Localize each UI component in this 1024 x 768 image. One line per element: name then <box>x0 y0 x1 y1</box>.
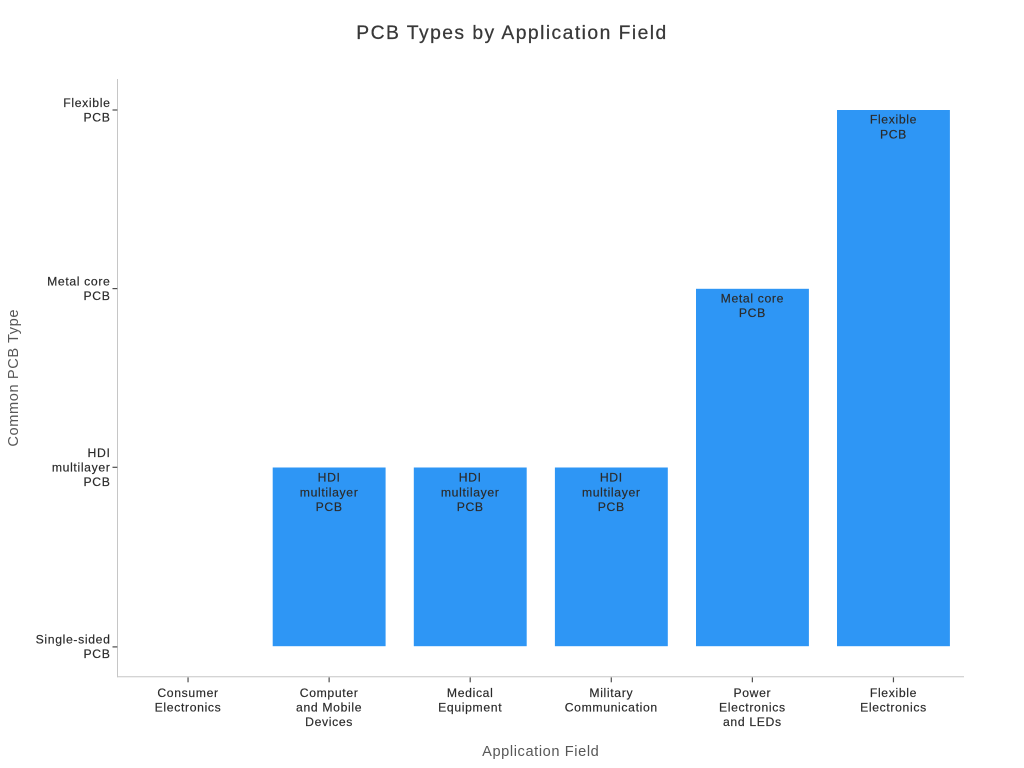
svg-text:PCB: PCB <box>83 289 110 303</box>
svg-text:PCB: PCB <box>83 475 110 489</box>
svg-text:Communication: Communication <box>565 700 658 714</box>
svg-text:Application Field: Application Field <box>482 744 599 760</box>
svg-text:Consumer: Consumer <box>157 686 218 700</box>
svg-text:Military: Military <box>589 686 633 700</box>
svg-text:Metal core: Metal core <box>47 274 110 288</box>
svg-text:Electronics: Electronics <box>719 700 786 714</box>
svg-text:Metal core: Metal core <box>721 291 784 305</box>
svg-text:and Mobile: and Mobile <box>296 700 362 714</box>
svg-text:Power: Power <box>733 686 771 700</box>
svg-text:PCB: PCB <box>83 647 110 661</box>
svg-text:PCB: PCB <box>739 306 766 320</box>
svg-text:PCB: PCB <box>880 127 907 141</box>
svg-text:PCB Types by Application Field: PCB Types by Application Field <box>356 23 667 44</box>
svg-text:HDI: HDI <box>88 446 111 460</box>
svg-text:Electronics: Electronics <box>860 700 927 714</box>
svg-text:HDI: HDI <box>459 471 482 485</box>
svg-text:PCB: PCB <box>598 500 625 514</box>
svg-text:Devices: Devices <box>305 715 353 729</box>
svg-text:Electronics: Electronics <box>155 700 222 714</box>
svg-text:Common PCB Type: Common PCB Type <box>6 309 22 447</box>
svg-text:Medical: Medical <box>447 686 494 700</box>
svg-text:multilayer: multilayer <box>582 485 641 499</box>
svg-text:PCB: PCB <box>316 500 343 514</box>
svg-text:multilayer: multilayer <box>300 485 359 499</box>
svg-text:Computer: Computer <box>300 686 359 700</box>
svg-text:Flexible: Flexible <box>63 96 110 110</box>
svg-text:Flexible: Flexible <box>870 112 917 126</box>
svg-text:HDI: HDI <box>600 471 623 485</box>
svg-text:PCB: PCB <box>83 111 110 125</box>
svg-text:multilayer: multilayer <box>441 485 500 499</box>
svg-text:and LEDs: and LEDs <box>723 715 782 729</box>
svg-text:PCB: PCB <box>457 500 484 514</box>
svg-text:HDI: HDI <box>318 471 341 485</box>
svg-text:multilayer: multilayer <box>52 461 111 475</box>
svg-text:Flexible: Flexible <box>870 686 917 700</box>
svg-text:Single-sided: Single-sided <box>36 632 111 646</box>
svg-text:Equipment: Equipment <box>438 700 502 714</box>
